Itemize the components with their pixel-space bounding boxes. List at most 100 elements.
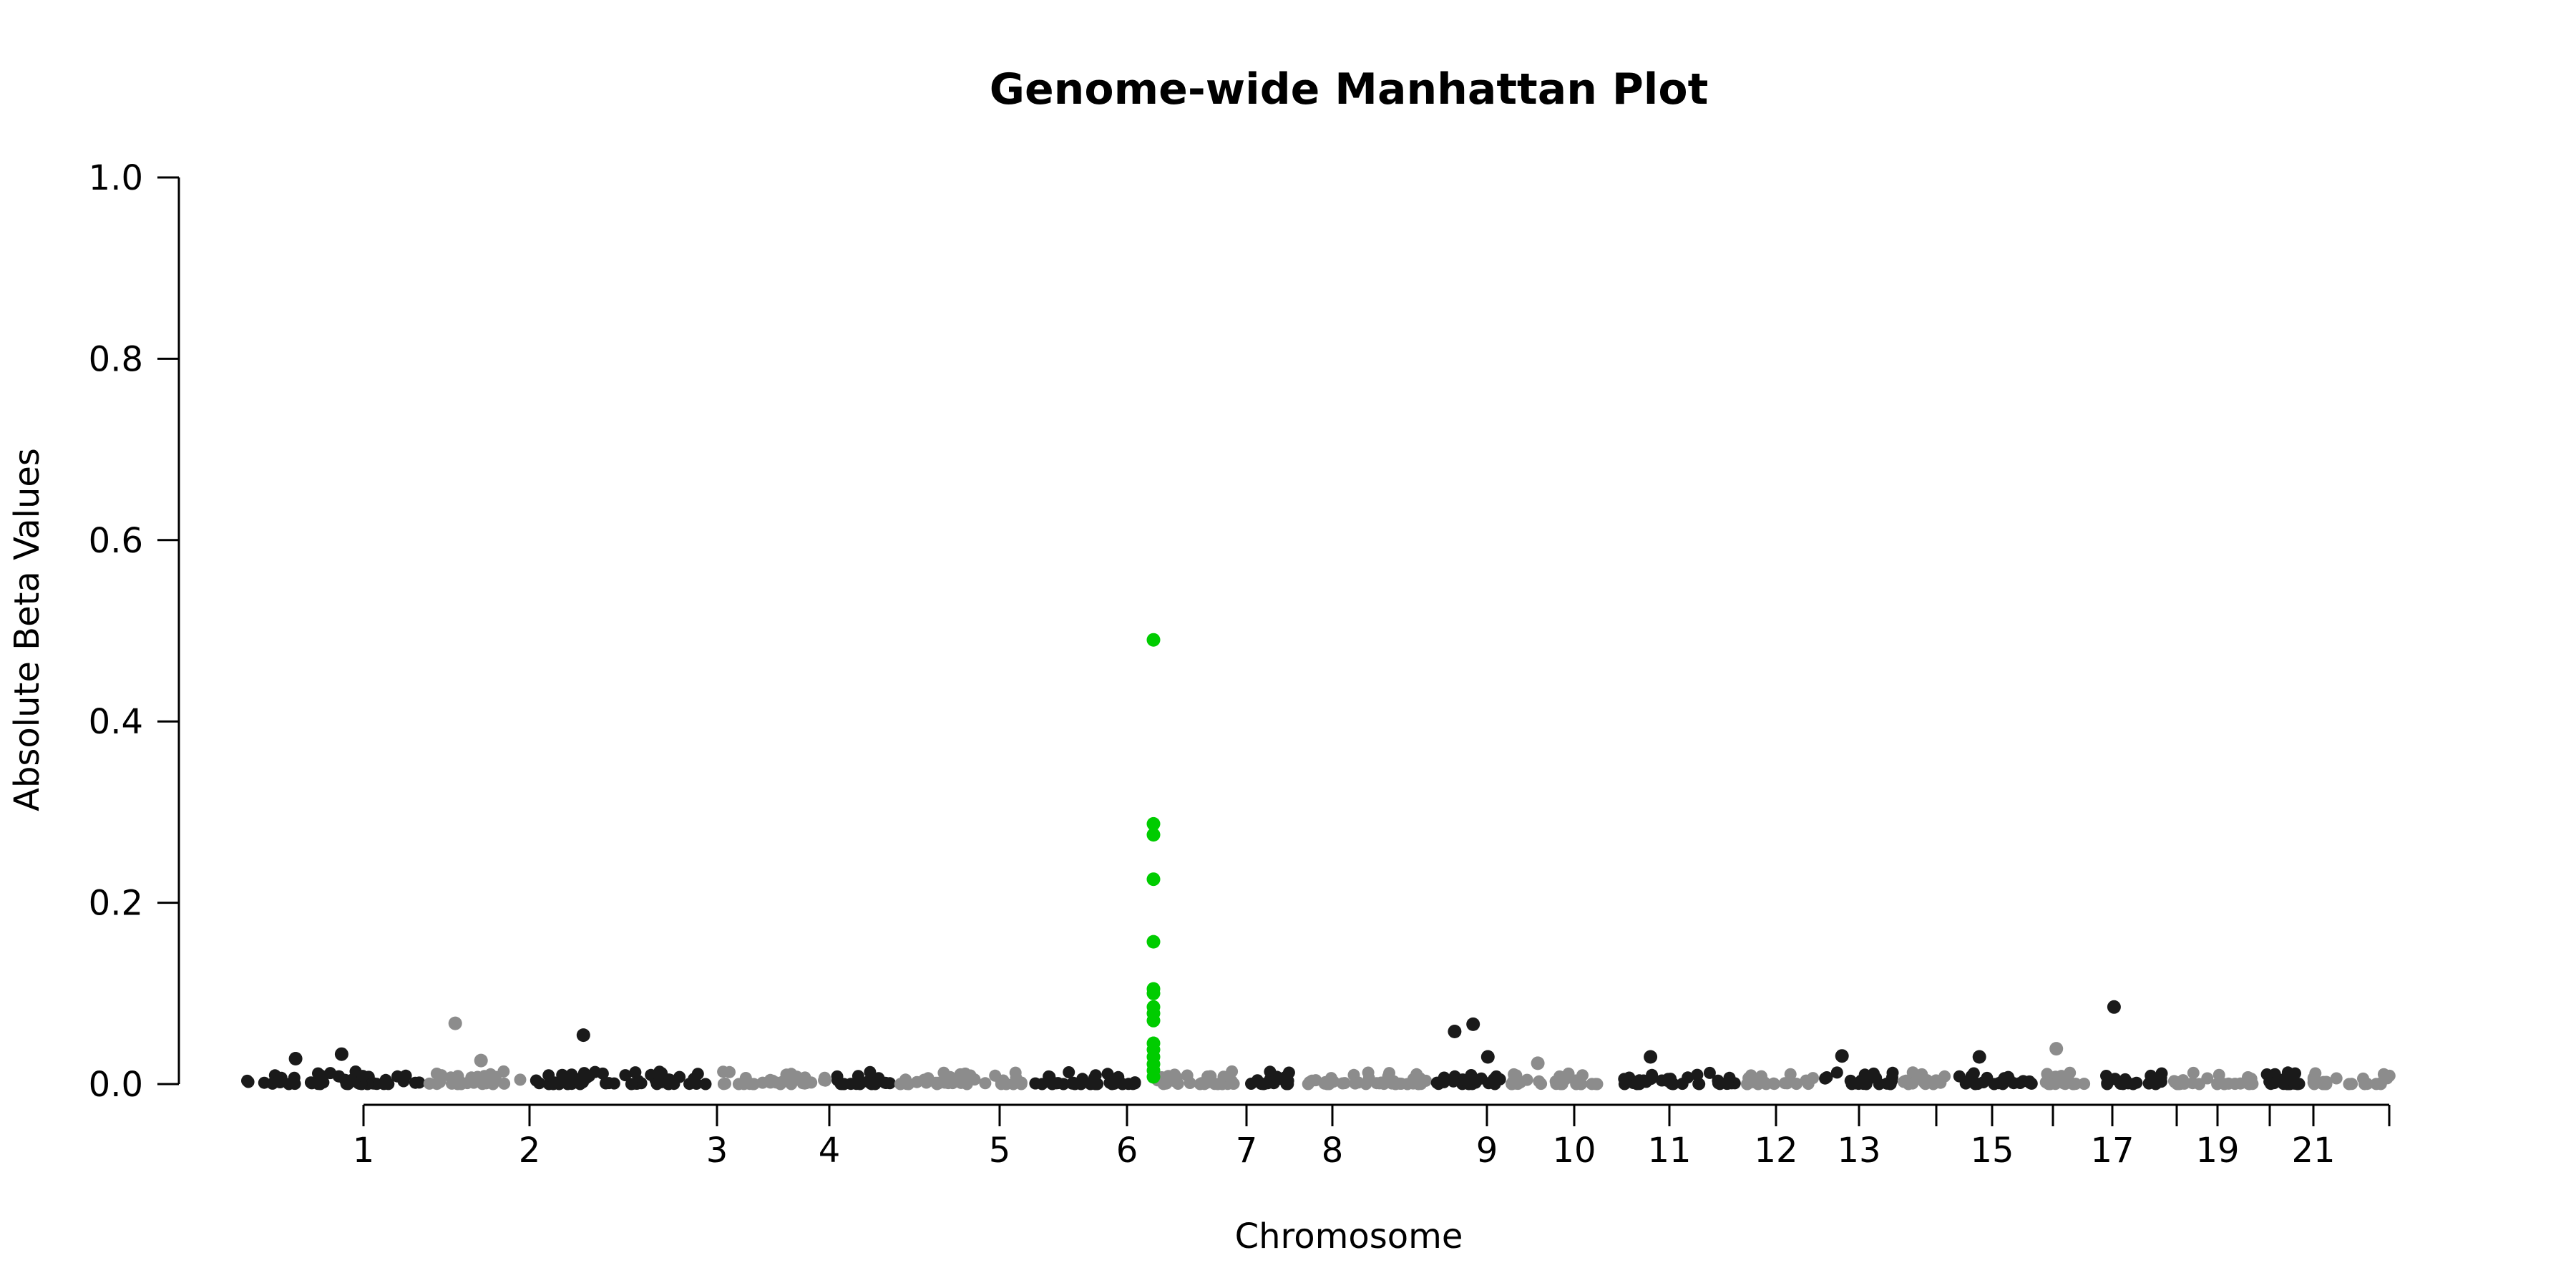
data-point: [1063, 1066, 1075, 1078]
data-point: [1302, 1078, 1314, 1091]
chart-title: Genome-wide Manhattan Plot: [990, 64, 1709, 114]
data-point: [2383, 1069, 2396, 1082]
data-point: [2107, 1000, 2121, 1014]
data-point: [835, 1078, 848, 1091]
data-point: [673, 1070, 686, 1083]
data-point: [467, 1076, 480, 1089]
data-point: [864, 1065, 877, 1078]
y-tick-label: 0.4: [89, 702, 143, 742]
data-point: [1506, 1078, 1518, 1091]
data-point: [910, 1075, 923, 1088]
data-point: [1965, 1070, 1978, 1083]
data-point: [435, 1069, 448, 1082]
data-point: [2187, 1066, 2200, 1079]
data-point: [942, 1077, 955, 1090]
x-tick-label: 6: [1116, 1131, 1138, 1171]
data-point: [1101, 1068, 1114, 1080]
y-tick-label: 0.8: [89, 339, 143, 379]
x-axis-label: Chromosome: [1235, 1216, 1463, 1257]
data-point: [1116, 1078, 1129, 1091]
data-point: [2145, 1069, 2157, 1082]
data-point: [688, 1073, 701, 1085]
data-point: [1009, 1066, 1022, 1079]
data-point: [2193, 1078, 2205, 1091]
data-point: [455, 1078, 467, 1091]
x-tick-label: 10: [1552, 1131, 1596, 1171]
y-axis-label: Absolute Beta Values: [7, 448, 47, 811]
x-tick-label: 2: [519, 1131, 541, 1171]
data-point: [662, 1078, 674, 1091]
data-point: [1321, 1078, 1334, 1091]
data-point: [1466, 1017, 1480, 1031]
data-point: [1065, 1077, 1078, 1090]
data-point: [448, 1016, 462, 1030]
x-tick-label: 15: [1970, 1131, 2014, 1171]
data-point: [1844, 1074, 1857, 1087]
data-point: [1168, 1075, 1181, 1088]
data-point: [2007, 1077, 2020, 1090]
data-point: [968, 1073, 981, 1086]
x-tick-label: 9: [1476, 1131, 1498, 1171]
data-point: [2117, 1077, 2129, 1089]
data-point: [1015, 1078, 1028, 1091]
data-point: [1820, 1071, 1833, 1083]
data-point: [356, 1070, 369, 1083]
data-point: [1868, 1067, 1880, 1080]
x-tick-label: 12: [1754, 1131, 1797, 1171]
data-point: [1126, 1078, 1139, 1091]
data-point: [474, 1053, 488, 1068]
data-point: [1432, 1078, 1445, 1091]
data-point: [2307, 1076, 2320, 1089]
data-point: [445, 1077, 458, 1090]
data-point: [930, 1076, 942, 1089]
data-point: [1521, 1073, 1533, 1086]
data-point: [479, 1077, 492, 1090]
highlighted-data-point: [1146, 1070, 1161, 1084]
data-point: [979, 1077, 992, 1090]
x-tick-label: 4: [819, 1131, 841, 1171]
data-point: [865, 1078, 878, 1091]
data-point: [1349, 1077, 1362, 1090]
data-point: [1480, 1050, 1495, 1064]
data-point: [1835, 1049, 1849, 1063]
data-point: [2245, 1073, 2258, 1086]
data-point: [1691, 1068, 1704, 1081]
x-tick-label: 13: [1837, 1131, 1880, 1171]
data-point: [844, 1078, 857, 1091]
data-point: [1644, 1050, 1658, 1064]
data-point: [1637, 1074, 1650, 1087]
data-point: [1741, 1078, 1753, 1091]
data-point: [498, 1077, 511, 1090]
data-point: [819, 1074, 831, 1087]
data-point: [1272, 1073, 1284, 1085]
data-points: [241, 633, 2396, 1091]
data-point: [2067, 1078, 2080, 1091]
x-tick-label: 5: [989, 1131, 1011, 1171]
y-tick-label: 1.0: [89, 158, 143, 198]
data-point: [288, 1052, 303, 1065]
data-point: [655, 1067, 668, 1080]
data-point: [769, 1076, 782, 1089]
data-point: [497, 1065, 510, 1078]
data-point: [1226, 1077, 1239, 1090]
data-point: [2078, 1078, 2091, 1091]
data-point: [317, 1076, 330, 1089]
data-point: [423, 1077, 436, 1090]
data-point: [2265, 1077, 2277, 1090]
data-point: [1972, 1050, 1986, 1064]
data-point: [1575, 1078, 1588, 1091]
data-point: [565, 1068, 578, 1081]
data-point: [272, 1075, 285, 1088]
data-point: [1550, 1078, 1563, 1091]
data-point: [1035, 1078, 1048, 1091]
data-point: [1703, 1066, 1716, 1079]
data-point: [241, 1074, 253, 1087]
x-tick-label: 7: [1236, 1131, 1258, 1171]
data-point: [1488, 1078, 1501, 1091]
data-point: [1338, 1077, 1351, 1090]
data-point: [997, 1075, 1010, 1088]
x-axis: 1 2 3 4 5 6 7 8 9 10 11 12 13 15 17 19 21: [353, 1103, 2391, 1171]
data-point: [2289, 1067, 2301, 1080]
x-tick-label: 21: [2291, 1131, 2335, 1171]
